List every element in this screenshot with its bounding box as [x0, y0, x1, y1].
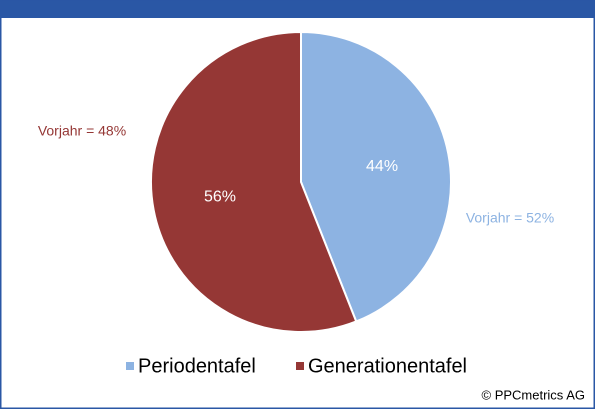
- annotation: Vorjahr = 48%: [38, 123, 126, 139]
- slice-label: 56%: [204, 189, 236, 206]
- pie-slice: [300, 30, 452, 323]
- legend-label: Generationentafel: [308, 355, 467, 377]
- pie-slice: [150, 30, 358, 333]
- source: © PPCmetrics AG: [482, 387, 586, 402]
- header-bar: [0, 0, 595, 18]
- legend-swatch: [296, 362, 304, 370]
- legend-label: Periodentafel: [138, 355, 256, 377]
- legend-swatch: [126, 362, 134, 370]
- slice-label: 44%: [366, 158, 398, 175]
- annotation: Vorjahr = 52%: [466, 210, 554, 226]
